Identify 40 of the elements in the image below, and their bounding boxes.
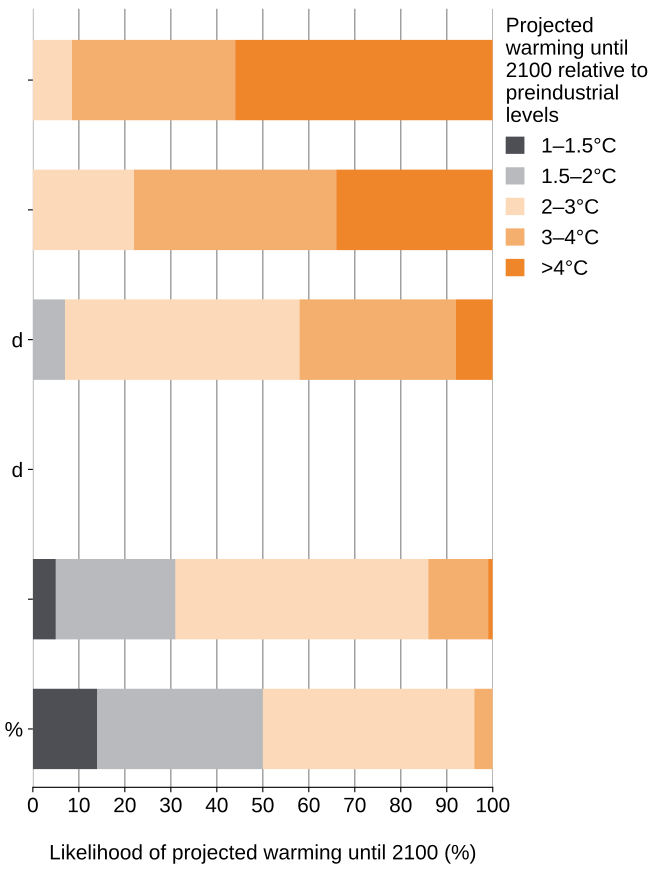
legend-label: 1–1.5°C bbox=[542, 138, 616, 153]
y-tick-label: d bbox=[12, 332, 22, 348]
legend-label: 1.5–2°C bbox=[542, 168, 616, 184]
bar bbox=[32, 558, 56, 640]
bar bbox=[474, 688, 493, 770]
bar bbox=[175, 558, 428, 640]
bar bbox=[336, 170, 493, 250]
x-axis-title: Likelihood of projected warming until 2100 (%) bbox=[50, 844, 476, 864]
y-tick-label: % bbox=[5, 722, 22, 737]
x-tick-label: 70 bbox=[344, 798, 366, 812]
bar bbox=[262, 688, 474, 770]
bar bbox=[32, 40, 72, 120]
bar bbox=[72, 40, 236, 120]
y-tick-label: d bbox=[12, 462, 22, 478]
x-tick-label: 10 bbox=[68, 798, 90, 812]
legend-title: Projected warming until 2100 relative to preindustrial levels bbox=[506, 17, 648, 122]
bar bbox=[428, 558, 488, 640]
bar bbox=[488, 558, 493, 640]
bar bbox=[32, 299, 66, 380]
x-tick-label: 50 bbox=[252, 798, 274, 812]
bar bbox=[65, 299, 300, 380]
legend-label: >4°C bbox=[542, 260, 588, 275]
bar bbox=[32, 170, 134, 250]
legend-label: 3–4°C bbox=[542, 230, 598, 244]
bar bbox=[134, 170, 336, 250]
bar bbox=[235, 40, 493, 120]
bar bbox=[56, 558, 176, 640]
x-tick-label: 0 bbox=[28, 798, 38, 812]
legend-label: 2–3°C bbox=[542, 199, 598, 214]
bar bbox=[32, 688, 98, 770]
x-tick-label: 90 bbox=[436, 798, 458, 812]
x-tick-label: 30 bbox=[160, 798, 182, 812]
x-tick-label: 40 bbox=[206, 798, 228, 812]
x-tick-label: 60 bbox=[298, 798, 320, 812]
x-tick-label: 20 bbox=[114, 798, 136, 812]
x-tick-label: 80 bbox=[390, 798, 412, 812]
bar bbox=[300, 299, 456, 380]
x-tick-label: 100 bbox=[476, 798, 510, 812]
bar bbox=[456, 299, 493, 380]
bar bbox=[97, 688, 263, 770]
